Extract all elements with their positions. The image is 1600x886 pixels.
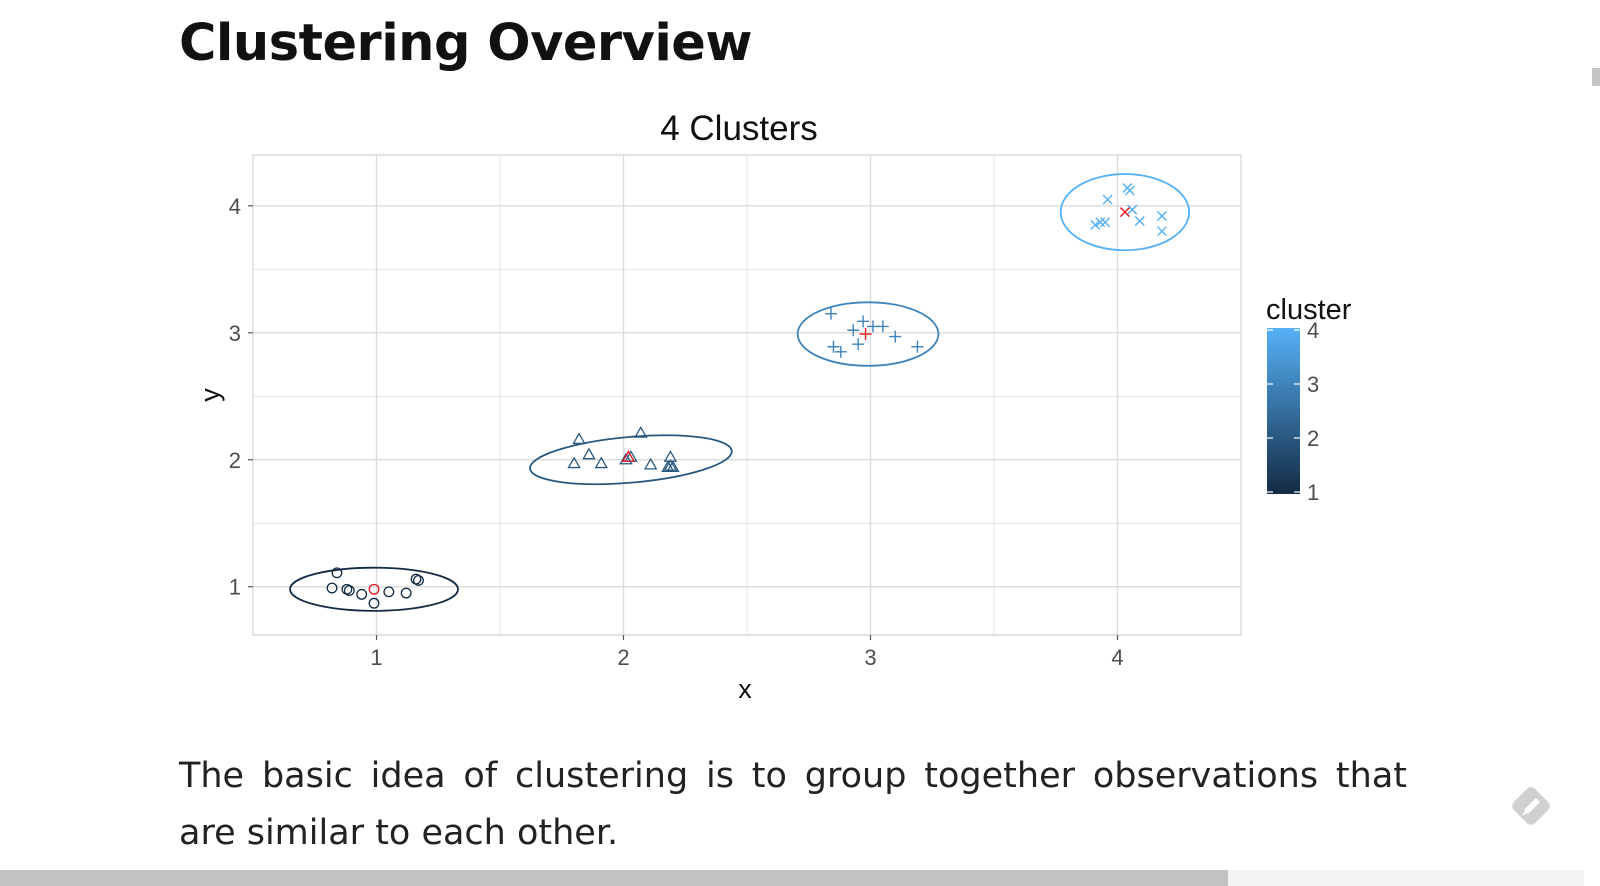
data-point bbox=[1124, 185, 1135, 196]
legend-title: cluster bbox=[1266, 294, 1352, 326]
data-point bbox=[847, 324, 860, 337]
y-tick-label: 3 bbox=[229, 321, 241, 346]
data-point bbox=[1127, 204, 1138, 215]
chart-title: 4 Clusters bbox=[660, 109, 818, 148]
centroid-marker bbox=[1119, 207, 1130, 218]
data-point bbox=[1090, 219, 1101, 230]
x-tick-label: 1 bbox=[370, 645, 382, 670]
data-point bbox=[356, 588, 368, 600]
data-point bbox=[1102, 194, 1113, 205]
centroid-marker bbox=[368, 583, 380, 595]
plot-grid bbox=[252, 155, 1242, 635]
data-point bbox=[911, 340, 924, 353]
data-point bbox=[383, 586, 395, 598]
data-point bbox=[857, 315, 870, 328]
data-point bbox=[643, 457, 658, 470]
data-point bbox=[666, 460, 680, 473]
cluster-ellipse bbox=[796, 301, 940, 367]
y-axis-ticks: 1 2 3 4 bbox=[229, 194, 253, 600]
cluster-ellipse bbox=[1059, 173, 1191, 252]
data-point bbox=[1156, 226, 1167, 237]
data-point bbox=[1095, 217, 1106, 228]
data-point bbox=[594, 456, 608, 469]
legend-tick-label: 2 bbox=[1307, 426, 1319, 451]
data-point bbox=[400, 587, 412, 599]
legend-colorbar bbox=[1267, 328, 1300, 494]
data-point bbox=[343, 585, 355, 597]
horizontal-scrollbar-thumb[interactable] bbox=[0, 870, 1228, 886]
data-point bbox=[889, 330, 902, 343]
cluster-ellipse bbox=[289, 566, 459, 612]
vertical-scrollbar-thumb[interactable] bbox=[1592, 68, 1600, 86]
data-point bbox=[634, 425, 648, 438]
y-tick-label: 1 bbox=[229, 575, 241, 600]
data-point bbox=[619, 452, 633, 465]
x-tick-label: 3 bbox=[864, 645, 876, 670]
x-tick-label: 2 bbox=[617, 645, 629, 670]
x-axis-label: x bbox=[738, 674, 752, 704]
cluster-scatter-chart: 4 Clusters 1 2 3 4 1 2 3 4 x y cluster 1 2 3 4 bbox=[195, 109, 1352, 704]
y-tick-label: 2 bbox=[229, 448, 241, 473]
centroid-marker bbox=[859, 328, 872, 341]
data-point bbox=[567, 456, 581, 469]
data-point bbox=[331, 567, 343, 579]
data-point bbox=[827, 340, 840, 353]
data-point bbox=[663, 459, 678, 471]
page-title: Clustering Overview bbox=[179, 14, 753, 73]
horizontal-scrollbar[interactable] bbox=[0, 870, 1584, 886]
data-point bbox=[368, 597, 380, 609]
body-paragraph: The basic idea of clustering is to group… bbox=[179, 756, 1407, 853]
legend-ticks: 1 2 3 4 bbox=[1267, 318, 1319, 505]
data-point bbox=[1134, 216, 1145, 227]
x-tick-label: 4 bbox=[1111, 645, 1123, 670]
pen-icon[interactable] bbox=[1505, 780, 1557, 832]
data-point bbox=[582, 447, 596, 460]
legend-tick-label: 1 bbox=[1307, 480, 1319, 505]
data-point bbox=[852, 338, 865, 351]
data-point bbox=[572, 432, 586, 445]
centroid-marker bbox=[621, 450, 636, 462]
cluster-ellipses bbox=[289, 173, 1191, 612]
vertical-scrollbar[interactable] bbox=[1584, 0, 1600, 886]
data-point bbox=[326, 582, 338, 594]
data-point bbox=[834, 345, 847, 358]
data-point bbox=[1100, 217, 1111, 228]
x-axis-ticks: 1 2 3 4 bbox=[370, 635, 1124, 670]
legend-tick-label: 3 bbox=[1307, 372, 1319, 397]
cluster-ellipse bbox=[529, 434, 733, 486]
y-axis-label: y bbox=[195, 388, 225, 402]
y-tick-label: 4 bbox=[229, 194, 241, 219]
data-point bbox=[1156, 210, 1167, 221]
data-point bbox=[876, 320, 889, 333]
cluster-centroids bbox=[368, 207, 1130, 595]
data-point bbox=[413, 574, 424, 586]
data-points bbox=[326, 183, 1167, 609]
legend-tick-label: 4 bbox=[1307, 318, 1319, 343]
data-point bbox=[824, 307, 837, 320]
